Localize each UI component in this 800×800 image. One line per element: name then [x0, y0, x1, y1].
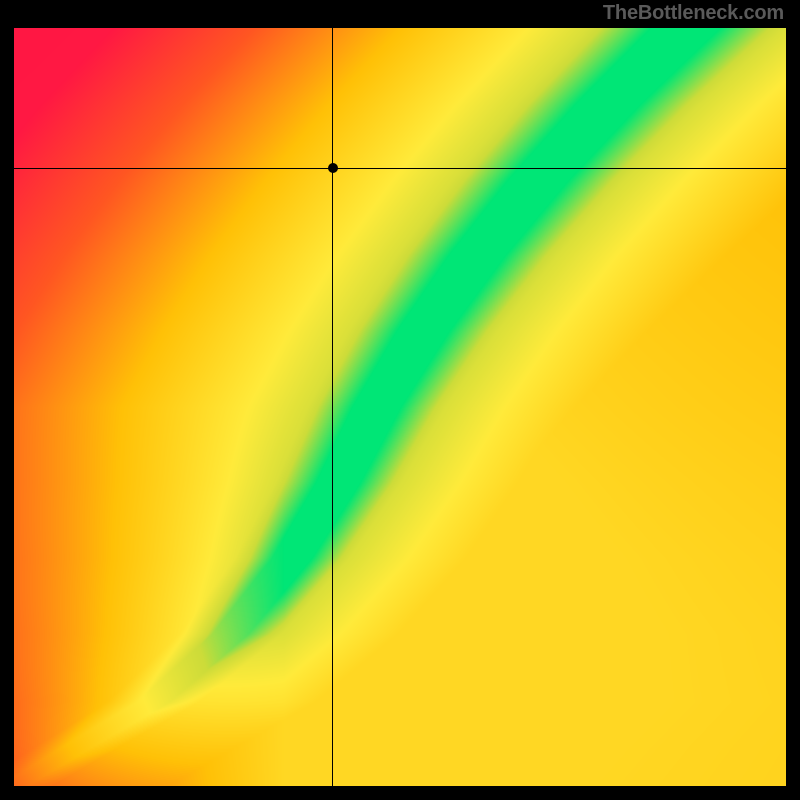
crosshair-horizontal	[14, 168, 786, 169]
chart-container: TheBottleneck.com	[0, 0, 800, 800]
watermark-text: TheBottleneck.com	[603, 2, 784, 25]
crosshair-vertical	[332, 28, 333, 786]
crosshair-marker	[328, 163, 338, 173]
heatmap-canvas	[14, 28, 786, 786]
